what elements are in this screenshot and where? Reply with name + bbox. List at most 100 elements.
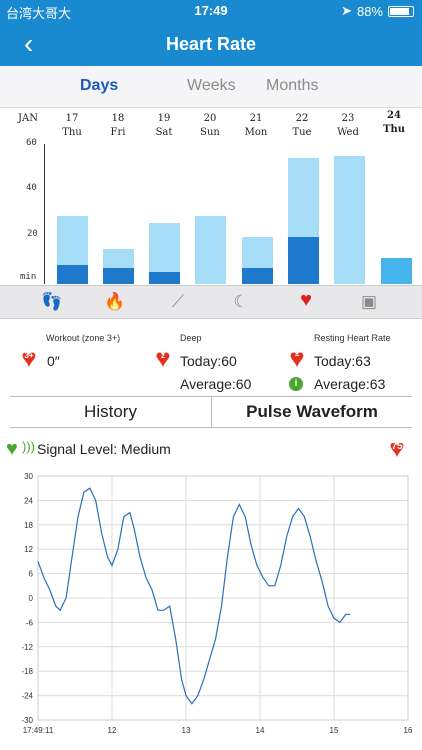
- chevron-left-icon[interactable]: ‹: [24, 28, 34, 59]
- day-num: 24: [387, 110, 401, 121]
- battery-icon: [388, 5, 414, 17]
- resting-today: Today:63: [314, 353, 371, 369]
- zzz-mark: z: [161, 351, 165, 360]
- nav-bar: ‹ Heart Rate: [0, 22, 422, 66]
- y-label-min: min: [20, 272, 37, 282]
- pulse-waveform-tab[interactable]: Pulse Waveform: [211, 397, 412, 427]
- resting-average: Average:63: [314, 376, 386, 392]
- deep-average: Average:60: [180, 376, 252, 392]
- x-tick-label: 13: [182, 726, 191, 735]
- day-num: 17: [65, 113, 79, 124]
- x-tick-label: 12: [108, 726, 117, 735]
- day-name: Mon: [244, 127, 268, 138]
- day-20[interactable]: 20 Sun: [190, 112, 230, 140]
- signal-heart-icon: ♥: [6, 438, 18, 460]
- bar-total: [334, 155, 366, 284]
- waveform-line: [37, 487, 351, 705]
- flame-icon[interactable]: 🔥: [104, 292, 126, 311]
- x-tick-label: 17:49:11: [23, 726, 54, 735]
- bar-deep: [56, 265, 88, 284]
- y-tick-label: 24: [24, 496, 33, 505]
- status-bar: 台湾大哥大 17:49 ➤ 88%: [0, 0, 422, 22]
- moon-icon[interactable]: ☾: [233, 292, 249, 311]
- heart-zone-icon: ♥ 3+: [16, 345, 42, 371]
- day-header: JAN 17 Thu 18 Fri 19 Sat 20 Sun 21 Mon 22 Tue …: [0, 108, 422, 140]
- bar-deep: [149, 272, 181, 284]
- zone-badge-text: 3+: [24, 351, 34, 360]
- view-segmented-control: History Pulse Waveform: [10, 396, 412, 428]
- day-name: Sat: [155, 127, 173, 138]
- plot-frame: [37, 475, 409, 721]
- footsteps-icon[interactable]: 👣: [41, 292, 63, 311]
- y-axis-line: [44, 144, 45, 284]
- workout-title: Workout (zone 3+): [46, 333, 121, 343]
- day-name: Sun: [200, 127, 220, 138]
- y-tick-label: 12: [24, 545, 33, 554]
- day-name: Tue: [292, 127, 312, 138]
- signal-waves-icon: ))): [22, 439, 35, 454]
- y-label-40: 40: [26, 183, 37, 193]
- status-right: ➤ 88%: [341, 3, 414, 19]
- day-18[interactable]: 18 Fri: [98, 112, 138, 140]
- heart-icon[interactable]: ♥: [300, 289, 312, 311]
- bar-total: [380, 258, 412, 284]
- location-icon: ➤: [341, 3, 352, 18]
- y-tick-label: 6: [29, 570, 34, 579]
- day-num: 21: [249, 113, 263, 124]
- day-num: 18: [111, 113, 125, 124]
- carrier-label: 台湾大哥大: [6, 6, 72, 21]
- scale-icon[interactable]: ▣: [360, 292, 378, 311]
- y-tick-label: -30: [21, 716, 33, 725]
- bar-deep: [241, 267, 273, 284]
- x-tick-label: 15: [330, 726, 339, 735]
- day-name: Thu: [383, 124, 405, 135]
- day-17[interactable]: 17 Thu: [52, 112, 92, 140]
- y-tick-label: -12: [21, 643, 33, 652]
- tab-weeks[interactable]: Weeks: [187, 77, 236, 94]
- y-label-60: 60: [26, 138, 37, 148]
- day-num: 20: [203, 113, 217, 124]
- period-tabs: Days Weeks Months: [0, 66, 422, 108]
- x-tick-label: 16: [404, 726, 413, 735]
- bar-deep: [102, 267, 134, 284]
- workout-value: 0″: [47, 353, 60, 369]
- y-tick-label: -24: [21, 692, 33, 701]
- day-23[interactable]: 23 Wed: [328, 112, 368, 140]
- y-tick-label: 30: [24, 472, 33, 481]
- heart-resting-icon: ♥ ~: [284, 345, 310, 371]
- resting-mark: ~: [294, 351, 300, 360]
- day-num: 23: [341, 113, 355, 124]
- day-num: 19: [157, 113, 171, 124]
- tab-days[interactable]: Days: [80, 77, 119, 94]
- info-icon[interactable]: i: [289, 377, 303, 391]
- x-tick-label: 14: [256, 726, 265, 735]
- day-name: Thu: [62, 127, 82, 138]
- month-text: JAN: [18, 113, 38, 124]
- y-label-20: 20: [27, 229, 38, 239]
- heart-sleep-icon: ♥ z: [150, 345, 176, 371]
- day-name: Wed: [337, 127, 359, 138]
- daily-bar-chart: 60 40 20 min: [0, 138, 422, 285]
- deep-today: Today:60: [180, 353, 237, 369]
- day-name: Fri: [110, 127, 126, 138]
- day-24[interactable]: 24 Thu: [374, 109, 414, 137]
- month-label: JAN: [8, 112, 48, 126]
- y-tick-label: -6: [26, 618, 34, 627]
- signal-level-label: Signal Level: Medium: [37, 441, 171, 457]
- day-19[interactable]: 19 Sat: [144, 112, 184, 140]
- day-22[interactable]: 22 Tue: [282, 112, 322, 140]
- status-time: 17:49: [194, 3, 228, 18]
- bar-deep: [288, 237, 319, 284]
- tab-months[interactable]: Months: [266, 77, 319, 94]
- history-tab[interactable]: History: [84, 402, 137, 421]
- y-tick-label: 18: [24, 521, 33, 530]
- day-num: 22: [295, 113, 309, 124]
- y-tick-label: -18: [21, 667, 33, 676]
- workout-icon[interactable]: ⟋: [172, 292, 184, 311]
- battery-percent: 88%: [356, 3, 383, 19]
- deep-title: Deep: [180, 333, 202, 343]
- day-21[interactable]: 21 Mon: [236, 112, 276, 140]
- page-title: Heart Rate: [165, 34, 257, 54]
- y-tick-label: 0: [29, 594, 34, 603]
